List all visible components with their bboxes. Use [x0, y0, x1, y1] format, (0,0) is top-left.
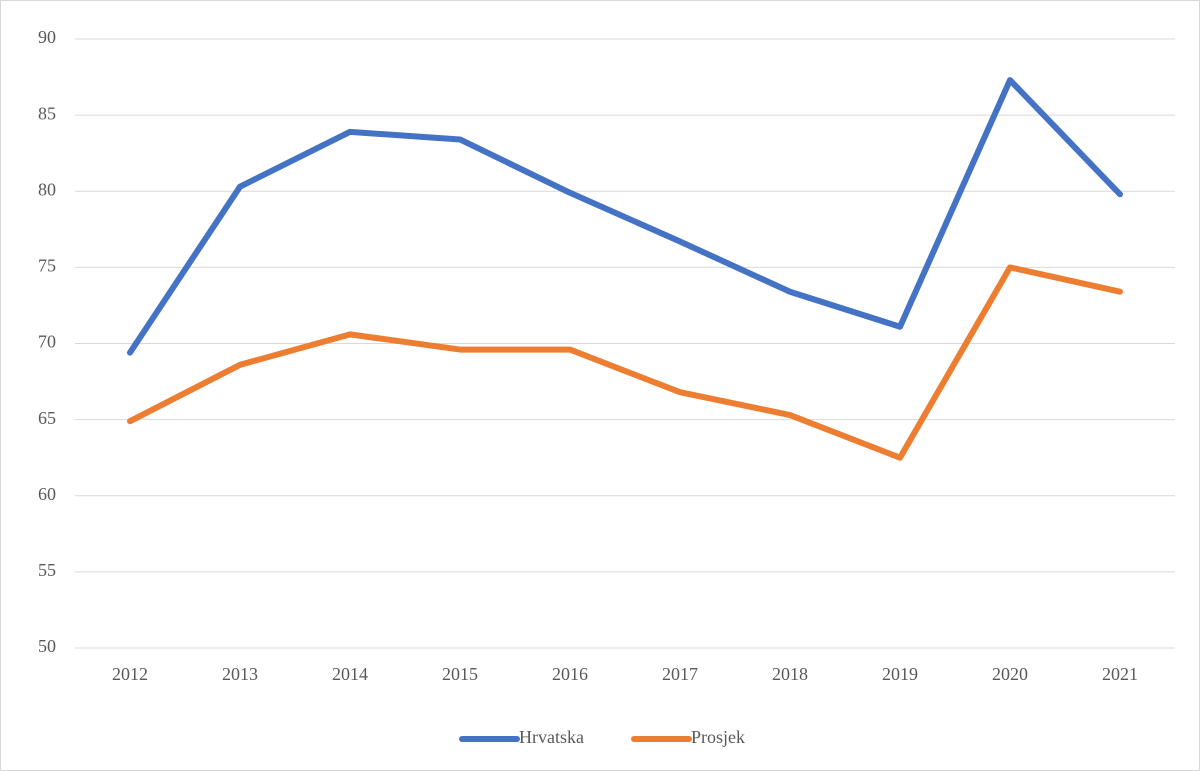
x-tick-label: 2018	[772, 664, 808, 684]
x-tick-label: 2016	[552, 664, 588, 684]
x-tick-label: 2021	[1102, 664, 1138, 684]
x-tick-label: 2017	[662, 664, 698, 684]
y-tick-label: 90	[38, 27, 56, 47]
y-tick-label: 55	[38, 560, 56, 580]
x-tick-label: 2020	[992, 664, 1028, 684]
x-tick-label: 2013	[222, 664, 258, 684]
line-series	[127, 264, 1123, 461]
x-tick-label: 2014	[332, 664, 368, 684]
y-tick-label: 70	[38, 332, 56, 352]
y-tick-label: 80	[38, 179, 56, 199]
y-tick-label: 60	[38, 484, 56, 504]
y-tick-label: 65	[38, 408, 56, 428]
x-tick-label: 2019	[882, 664, 918, 684]
y-tick-label: 85	[38, 103, 56, 123]
x-tick-label: 2015	[442, 664, 478, 684]
y-tick-label: 50	[38, 636, 56, 656]
line-series	[127, 77, 1123, 356]
x-tick-label: 2012	[112, 664, 148, 684]
y-tick-label: 75	[38, 256, 56, 276]
legend-label: Hrvatska	[519, 727, 584, 747]
legend-label: Prosjek	[691, 727, 745, 747]
